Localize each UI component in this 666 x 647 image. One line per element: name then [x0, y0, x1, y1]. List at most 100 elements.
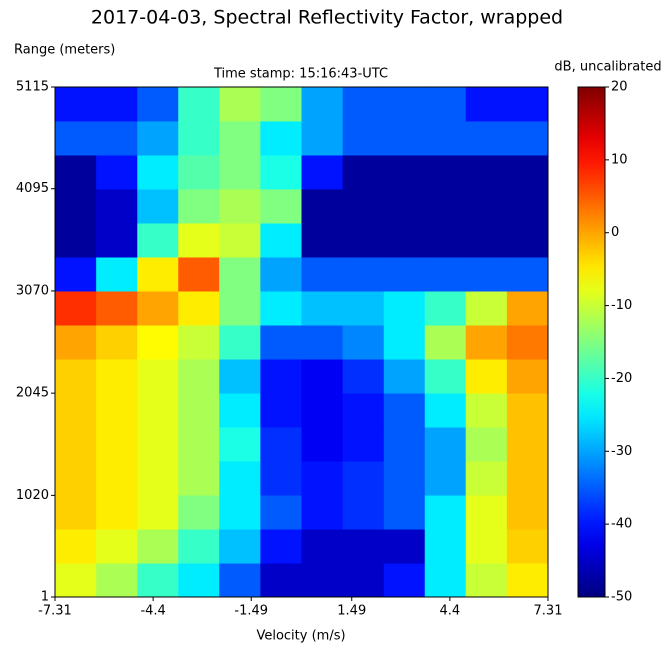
cell — [424, 120, 467, 156]
cell — [260, 495, 302, 530]
cell — [55, 393, 97, 428]
cell — [506, 495, 549, 530]
cell — [55, 188, 97, 224]
cell — [342, 427, 385, 462]
cell — [137, 529, 179, 564]
y-tick-label: 1 — [41, 590, 49, 605]
colorbar-tick-label: -30 — [611, 444, 632, 459]
cell — [55, 256, 97, 292]
cell — [342, 359, 385, 394]
cell — [137, 87, 179, 122]
cell — [465, 427, 508, 462]
cell — [219, 188, 261, 224]
cell — [137, 563, 179, 598]
cell — [465, 529, 508, 564]
y-axis-label: Range (meters) — [14, 43, 115, 58]
cell — [96, 393, 138, 428]
colorbar-tick-label: 20 — [611, 80, 628, 95]
cell — [424, 188, 467, 224]
plot-frame — [54, 86, 549, 598]
cell — [506, 87, 549, 122]
cell — [342, 256, 385, 292]
cell — [506, 324, 549, 360]
cell — [342, 188, 385, 224]
cell — [260, 154, 302, 190]
cell — [96, 188, 138, 224]
cell — [301, 154, 344, 190]
x-tick-label: -7.31 — [38, 604, 72, 619]
cell — [424, 495, 467, 530]
cell — [465, 359, 508, 394]
cell — [506, 222, 549, 258]
cell — [506, 290, 549, 326]
cell — [342, 563, 385, 598]
cell — [219, 427, 261, 462]
x-tick-label: 7.31 — [534, 604, 563, 619]
cell — [55, 563, 97, 598]
cell — [260, 461, 302, 496]
cell — [424, 359, 467, 394]
cell — [383, 324, 426, 360]
cell — [465, 290, 508, 326]
cell — [96, 359, 138, 394]
cell — [96, 87, 138, 122]
colorbar-tick-label: -40 — [611, 517, 632, 532]
x-axis-label: Velocity (m/s) — [256, 629, 345, 644]
cell — [178, 495, 220, 530]
cell — [383, 563, 426, 598]
cell — [383, 188, 426, 224]
cell — [506, 154, 549, 190]
cell — [260, 359, 302, 394]
cell — [424, 154, 467, 190]
y-tick-label: 2045 — [16, 386, 49, 401]
cell — [301, 495, 344, 530]
cell — [465, 154, 508, 190]
cell — [342, 393, 385, 428]
cell — [342, 529, 385, 564]
cell — [506, 188, 549, 224]
cell — [137, 222, 179, 258]
cell — [178, 359, 220, 394]
cell — [424, 87, 467, 122]
cell — [465, 563, 508, 598]
cell — [465, 324, 508, 360]
y-tick-label: 4095 — [16, 181, 49, 196]
cell — [55, 222, 97, 258]
cell — [260, 427, 302, 462]
cell — [137, 393, 179, 428]
colorbar-tick-label: 0 — [611, 225, 619, 240]
cell — [55, 529, 97, 564]
cell — [506, 359, 549, 394]
cell — [342, 290, 385, 326]
cell — [465, 495, 508, 530]
cell — [137, 290, 179, 326]
colorbar-tick-label: 10 — [611, 152, 628, 167]
cell — [219, 495, 261, 530]
cell — [506, 393, 549, 428]
cell — [137, 495, 179, 530]
cell — [465, 393, 508, 428]
colorbar-tick-label: -20 — [611, 371, 632, 386]
axes: -7.31 -4.4 -1.49 1.49 4.4 7.31110202045307040… — [16, 80, 632, 619]
cell — [178, 188, 220, 224]
cell — [424, 256, 467, 292]
cell — [55, 495, 97, 530]
cell — [219, 461, 261, 496]
cell — [260, 222, 302, 258]
cell — [424, 324, 467, 360]
cell — [383, 256, 426, 292]
cell — [260, 120, 302, 156]
cell — [342, 461, 385, 496]
x-tick-label: 4.4 — [440, 604, 461, 619]
colorbar-label: dB, uncalibrated — [554, 60, 661, 75]
y-tick-label: 1020 — [16, 488, 49, 503]
cell — [178, 461, 220, 496]
cell — [96, 495, 138, 530]
cell — [178, 256, 220, 292]
cell — [506, 256, 549, 292]
cell — [178, 529, 220, 564]
cell — [301, 256, 344, 292]
x-tick-label: -1.49 — [234, 604, 268, 619]
heatmap — [55, 87, 549, 598]
cell — [55, 461, 97, 496]
